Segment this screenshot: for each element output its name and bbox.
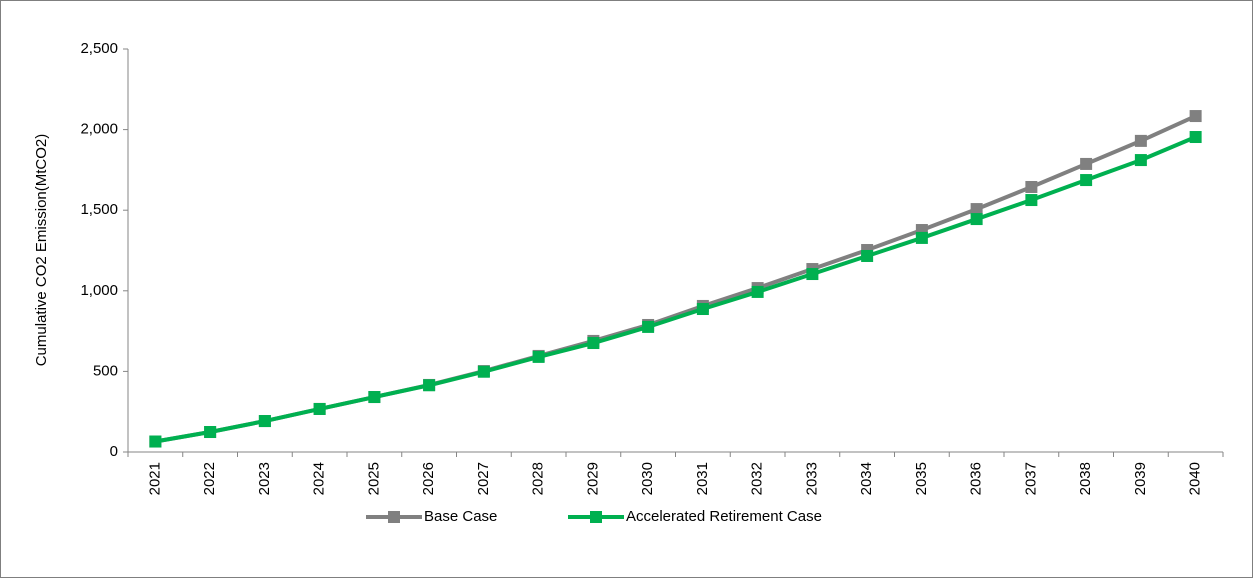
legend-label: Base Case [424,508,497,525]
x-tick-label: 2025 [365,462,382,495]
series-marker [970,203,983,216]
series-marker [313,402,326,415]
series-marker [1080,174,1093,187]
series-line [155,135,1197,444]
x-tick-label: 2023 [256,462,273,495]
series-marker [423,379,436,392]
x-tick-label: 2035 [913,462,930,495]
x-tick-label: 2032 [749,462,766,495]
series-marker [1189,110,1202,123]
y-tick-label: 1,000 [80,282,118,299]
legend-marker [590,511,602,523]
y-tick-label: 0 [110,443,118,460]
x-tick-label: 2029 [584,462,601,495]
series-marker [1080,157,1093,170]
x-tick-label: 2039 [1132,462,1149,495]
y-tick-label: 2,000 [80,121,118,138]
series-marker [751,285,764,298]
x-tick-label: 2031 [694,462,711,495]
series-marker [1025,180,1038,193]
series-marker [861,249,874,262]
series-marker [532,350,545,363]
x-tick-label: 2030 [639,462,656,495]
y-tick-label: 500 [93,362,118,379]
x-tick-label: 2034 [858,462,875,495]
x-tick-label: 2033 [803,462,820,495]
x-tick-label: 2040 [1187,462,1204,495]
series-marker [258,415,271,428]
x-tick-label: 2038 [1077,462,1094,495]
series-marker [1189,131,1202,144]
series-marker [477,365,490,378]
series-marker [1025,194,1038,207]
x-tick-label: 2024 [311,462,328,495]
x-tick-label: 2036 [968,462,985,495]
series-marker [915,231,928,244]
series-marker [368,391,381,404]
series-marker [696,303,709,316]
series-marker [642,320,655,333]
series-marker [970,213,983,226]
series-marker [1134,154,1147,167]
y-tick-label: 2,500 [80,40,118,57]
x-tick-label: 2037 [1022,462,1039,495]
x-tick-label: 2021 [146,462,163,495]
y-tick-label: 1,500 [80,201,118,218]
series-marker [1134,134,1147,147]
series-marker [149,435,162,448]
series-marker [587,337,600,350]
x-tick-label: 2028 [530,462,547,495]
x-tick-label: 2027 [475,462,492,495]
y-axis-label: Cumulative CO2 Emission(MtCO2) [33,134,50,367]
series-marker [204,426,217,439]
x-tick-label: 2026 [420,462,437,495]
legend-marker [388,511,400,523]
x-tick-label: 2022 [201,462,218,495]
legend-label: Accelerated Retirement Case [626,508,822,525]
series-marker [806,268,819,281]
